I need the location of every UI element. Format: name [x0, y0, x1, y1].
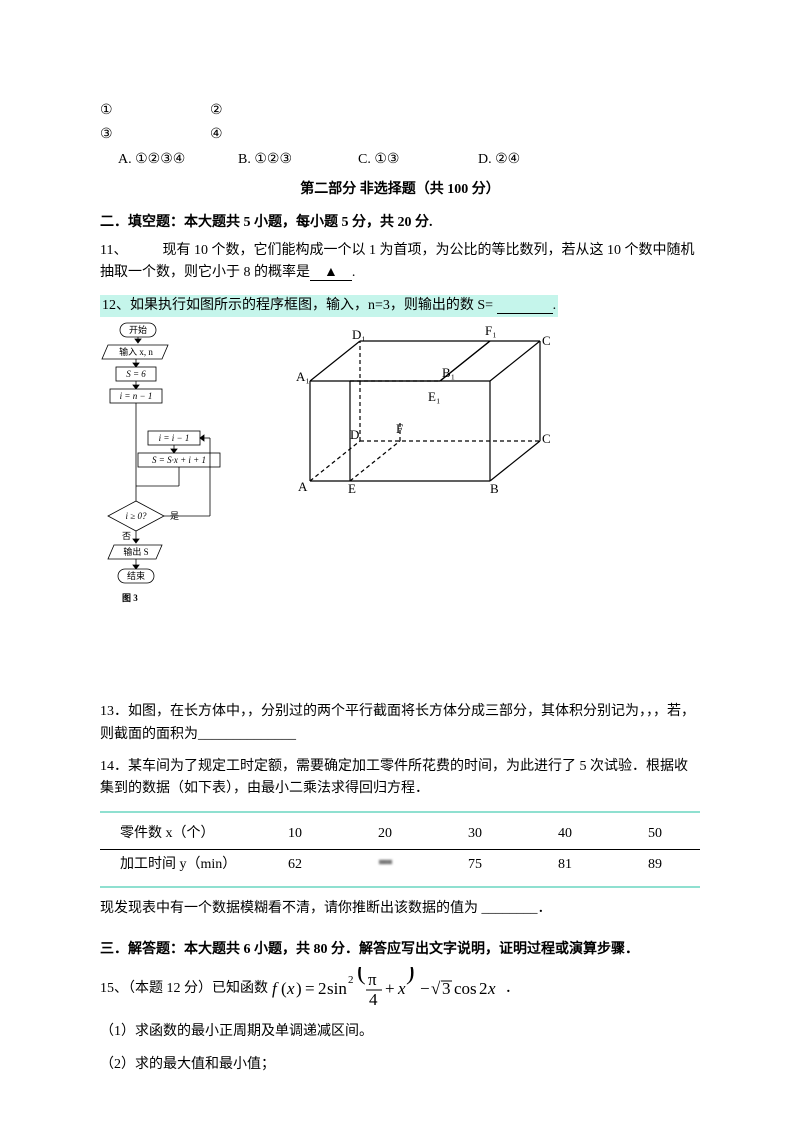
fc-ii1: i = i − 1: [159, 433, 190, 443]
choice-options-row: A. ①②③④ B. ①②③ C. ①③ D. ②④: [100, 149, 700, 171]
num-4: ④: [210, 124, 223, 146]
q15-formula: f ( x ) = 2 sin 2 ( π 4 + x ) − √ 3: [272, 981, 506, 996]
part-title: 第二部分 非选择题（共 100 分）: [100, 179, 700, 201]
x-50: 50: [610, 819, 700, 850]
fc-s6: S = 6: [126, 369, 146, 379]
question-14-followup: 现发现表中有一个数据模糊看不清，请你推断出该数据的值为 ________．: [100, 898, 700, 920]
th-x: 零件数 x（个）: [100, 819, 250, 850]
lbl-e: E: [348, 481, 356, 496]
q15-prefix: 15、（本题 12 分）已知函数: [100, 981, 272, 996]
num-3: ③: [100, 124, 210, 146]
question-15: 15、（本题 12 分）已知函数 f ( x ) = 2 sin 2 ( π 4…: [100, 967, 700, 1011]
svg-text:): ): [406, 967, 415, 985]
flowchart-figure: 开始 输入 x, n S = 6 i = n − 1 i = i − 1 S =…: [100, 321, 240, 611]
lbl-d: D: [350, 427, 359, 442]
fc-start: 开始: [129, 324, 147, 335]
q12-blank: [497, 298, 553, 314]
x-10: 10: [250, 819, 340, 850]
fc-end: 结束: [127, 570, 145, 581]
x-30: 30: [430, 819, 520, 850]
th-y: 加工时间 y（min）: [100, 850, 250, 881]
lbl-b: B: [490, 481, 499, 496]
question-14-text: 14．某车间为了规定工时定额，需要确定加工零件所花费的时间，为此进行了 5 次试…: [100, 756, 700, 801]
lbl-d1: D₁: [352, 327, 366, 342]
fc-label: 图 3: [122, 593, 138, 603]
data-table-wrap: 零件数 x（个） 10 20 30 40 50 加工时间 y（min） 62 ᶦ…: [100, 811, 700, 889]
svg-text:+: +: [385, 979, 395, 998]
svg-text:2: 2: [348, 974, 354, 986]
x-40: 40: [520, 819, 610, 850]
choice-numbers-row1: ① ②: [100, 100, 700, 122]
lbl-b1: B₁: [442, 365, 455, 380]
svg-text:x: x: [397, 979, 406, 998]
fc-out: 输出 S: [123, 546, 148, 557]
svg-text:sin: sin: [327, 979, 347, 998]
lbl-f: F: [396, 421, 403, 436]
option-c: C. ①③: [358, 149, 478, 171]
q15-suffix: ．: [505, 981, 519, 996]
q12-text: 12、如果执行如图所示的程序框图，输入，n=3，则输出的数 S=: [102, 298, 497, 313]
section3-header: 三．解答题：本大题共 6 小题，共 80 分．解答应写出文字说明，证明过程或演算…: [100, 939, 700, 961]
data-table: 零件数 x（个） 10 20 30 40 50 加工时间 y（min） 62 ᶦ…: [100, 819, 700, 881]
svg-text:−: −: [420, 979, 430, 998]
svg-text:(: (: [357, 967, 366, 985]
lbl-f1: F₁: [485, 323, 497, 338]
y-81: 81: [520, 850, 610, 881]
cube-figure: D₁ F₁ C₁ A₁ B₁ E₁ D F C A E B: [290, 321, 550, 501]
lbl-a: A: [298, 479, 308, 494]
svg-text:): ): [296, 979, 302, 998]
svg-text:x: x: [286, 979, 295, 998]
q11-blank: ▲: [310, 265, 352, 281]
svg-text:f: f: [272, 979, 279, 998]
fc-ssi: S = S·x + i + 1: [152, 455, 206, 465]
svg-text:4: 4: [369, 990, 378, 1009]
figures-row: 开始 输入 x, n S = 6 i = n − 1 i = i − 1 S =…: [100, 321, 700, 611]
option-a: A. ①②③④: [118, 149, 238, 171]
svg-text:√: √: [431, 979, 441, 998]
lbl-a1: A₁: [296, 369, 310, 384]
question-13: 13．如图，在长方体中，，分别过的两个平行截面将长方体分成三部分，其体积分别记为…: [100, 701, 700, 746]
fc-input: 输入 x, n: [119, 346, 153, 357]
num-2: ②: [210, 100, 223, 122]
q11-suffix: .: [352, 265, 356, 280]
svg-text:=: =: [305, 979, 315, 998]
y-62: 62: [250, 850, 340, 881]
lbl-c: C: [542, 431, 550, 446]
question-11: 11、 现有 10 个数，它们能构成一个以 1 为首项，为公比的等比数列，若从这…: [100, 240, 700, 285]
svg-text:π: π: [368, 970, 377, 989]
q11-text: 11、 现有 10 个数，它们能构成一个以 1 为首项，为公比的等比数列，若从这…: [100, 243, 694, 280]
y-75: 75: [430, 850, 520, 881]
section2-header: 二．填空题：本大题共 5 小题，每小题 5 分，共 20 分.: [100, 212, 700, 234]
y-89: 89: [610, 850, 700, 881]
fc-in1: i = n − 1: [120, 391, 153, 401]
option-d: D. ②④: [478, 149, 598, 171]
fc-no: 否: [122, 531, 131, 541]
q12-suffix: .: [553, 298, 557, 313]
choice-numbers-row2: ③ ④: [100, 124, 700, 146]
q15-sub2: （2）求的最大值和最小值；: [100, 1054, 700, 1076]
svg-text:cos: cos: [454, 979, 477, 998]
lbl-c1: C₁: [542, 333, 550, 348]
option-b: B. ①②③: [238, 149, 358, 171]
question-12-highlight: 12、如果执行如图所示的程序框图，输入，n=3，则输出的数 S= .: [100, 295, 558, 317]
y-blurred: ᶦᶦᶦᶦᶦᶦᶦᶦᶦᶦ: [340, 850, 430, 881]
svg-text:2: 2: [318, 979, 327, 998]
svg-text:x: x: [487, 979, 496, 998]
fc-cond: i ≥ 0?: [126, 511, 147, 521]
num-1: ①: [100, 100, 210, 122]
svg-text:2: 2: [479, 979, 488, 998]
svg-text:3: 3: [442, 979, 451, 998]
lbl-e1: E₁: [428, 389, 440, 404]
x-20: 20: [340, 819, 430, 850]
q15-sub1: （1）求函数的最小正周期及单调递减区间。: [100, 1021, 700, 1043]
